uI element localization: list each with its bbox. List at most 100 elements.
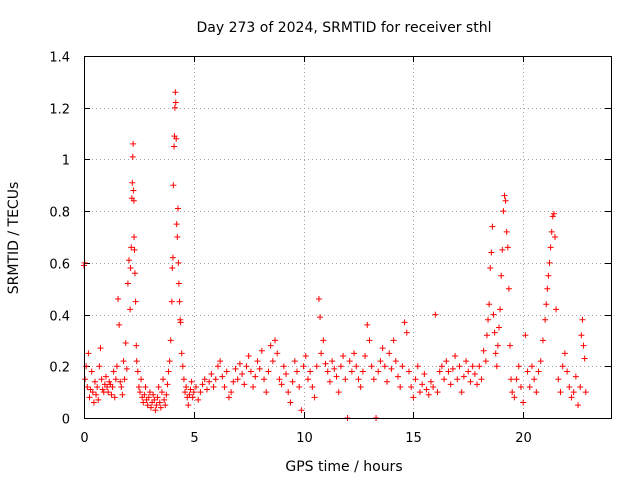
data-point-marker <box>163 391 170 398</box>
data-point-marker <box>182 389 189 396</box>
data-point-marker <box>531 376 538 383</box>
data-point-marker <box>168 298 175 305</box>
data-point-marker <box>480 347 487 354</box>
x-tick-label: 20 <box>515 431 532 446</box>
data-point-marker <box>502 197 509 204</box>
data-point-marker <box>135 383 142 390</box>
data-point-marker <box>243 363 250 370</box>
data-point-marker <box>82 376 89 383</box>
data-point-marker <box>340 352 347 359</box>
data-point-marker <box>357 383 364 390</box>
data-point-marker <box>169 265 176 272</box>
data-point-marker <box>147 404 154 411</box>
data-point-marker <box>130 197 137 204</box>
data-point-marker <box>140 399 147 406</box>
data-point-marker <box>210 383 217 390</box>
data-point-marker <box>133 342 140 349</box>
data-point-marker <box>326 378 333 385</box>
data-point-marker <box>118 383 125 390</box>
data-point-marker <box>547 244 554 251</box>
data-point-marker <box>176 298 183 305</box>
y-tick-label: 0.6 <box>49 258 70 273</box>
data-point-marker <box>162 402 169 409</box>
data-point-marker <box>106 378 113 385</box>
data-point-marker <box>366 337 373 344</box>
data-point-marker <box>99 386 106 393</box>
data-point-marker <box>443 358 450 365</box>
data-point-marker <box>572 373 579 380</box>
data-point-marker <box>503 228 510 235</box>
data-point-marker <box>474 381 481 388</box>
data-point-marker <box>170 182 177 189</box>
data-point-marker <box>537 358 544 365</box>
data-point-marker <box>492 350 499 357</box>
data-point-marker <box>188 378 195 385</box>
data-point-marker <box>307 368 314 375</box>
data-point-marker <box>252 373 259 380</box>
x-axis-label: GPS time / hours <box>285 459 402 475</box>
data-point-marker <box>375 368 382 375</box>
data-point-marker <box>497 306 504 313</box>
data-point-marker <box>208 371 215 378</box>
y-tick-label: 0.2 <box>49 361 70 376</box>
data-point-marker <box>155 383 162 390</box>
data-point-marker <box>173 221 180 228</box>
data-point-marker <box>296 383 303 390</box>
data-point-marker <box>95 396 102 403</box>
data-point-marker <box>379 345 386 352</box>
data-point-marker <box>120 358 127 365</box>
data-point-marker <box>427 378 434 385</box>
y-tick-label: 0.8 <box>49 206 70 221</box>
data-point-marker <box>217 358 224 365</box>
data-point-marker <box>397 383 404 390</box>
data-point-marker <box>223 368 230 375</box>
data-point-marker <box>553 306 560 313</box>
data-point-marker <box>526 383 533 390</box>
data-point-marker <box>542 316 549 323</box>
data-point-marker <box>131 234 138 240</box>
data-point-marker <box>368 363 375 370</box>
plot-frame <box>84 56 612 419</box>
data-point-marker <box>568 394 575 401</box>
data-point-marker <box>151 396 158 403</box>
data-point-marker <box>177 319 184 326</box>
data-point-marker <box>405 368 412 375</box>
data-point-marker <box>517 383 524 390</box>
data-point-marker <box>438 363 445 370</box>
data-point-marker <box>192 383 199 390</box>
data-point-marker <box>104 383 111 390</box>
data-point-marker <box>127 265 134 272</box>
data-point-marker <box>353 363 360 370</box>
data-point-marker <box>285 389 292 396</box>
data-point-marker <box>134 368 141 375</box>
data-point-marker <box>261 376 268 383</box>
data-point-marker <box>395 373 402 380</box>
data-point-marker <box>416 389 423 396</box>
data-point-marker <box>322 360 329 367</box>
data-point-marker <box>158 389 165 396</box>
data-point-marker <box>337 363 344 370</box>
data-point-marker <box>141 391 148 398</box>
data-point-marker <box>187 386 194 393</box>
data-point-marker <box>546 259 553 266</box>
data-point-marker <box>511 394 518 401</box>
data-point-marker <box>164 381 171 388</box>
data-point-marker <box>133 358 140 365</box>
data-point-marker <box>130 187 137 194</box>
data-point-marker <box>132 298 139 305</box>
data-point-marker <box>269 358 276 365</box>
x-tick-label: 0 <box>80 431 88 446</box>
data-point-marker <box>524 368 531 375</box>
data-point-marker <box>485 316 492 323</box>
data-point-marker <box>105 389 112 396</box>
data-point-marker <box>112 376 119 383</box>
data-point-marker <box>128 244 135 251</box>
data-point-marker <box>293 368 300 375</box>
data-point-marker <box>317 314 324 321</box>
x-tick-label: 5 <box>190 431 198 446</box>
data-point-marker <box>528 363 535 370</box>
data-point-marker <box>302 352 309 359</box>
data-point-marker <box>98 376 105 383</box>
data-point-marker <box>399 363 406 370</box>
data-point-marker <box>278 381 285 388</box>
